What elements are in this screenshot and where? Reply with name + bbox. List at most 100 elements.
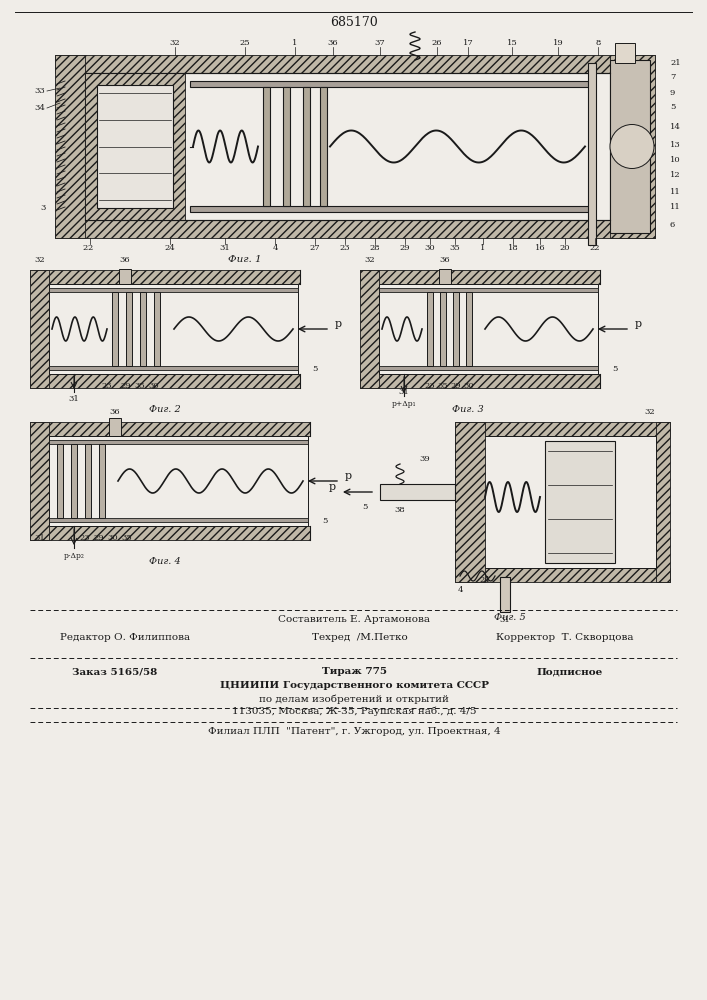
Bar [85,73,610,220]
Text: Фиг. 4: Фиг. 4 [149,558,181,566]
Text: 22: 22 [590,244,600,252]
Text: Составитель Е. Артамонова: Составитель Е. Артамонова [278,615,430,624]
Text: 14: 14 [670,123,681,131]
Text: 18: 18 [508,244,518,252]
Text: по делам изобретений и открытий: по делам изобретений и открытий [259,694,449,704]
Bar [427,292,433,366]
Bar [303,87,310,206]
Bar [360,374,600,388]
Text: 10: 10 [670,156,681,164]
Text: р: р [334,319,341,329]
Text: 33: 33 [35,87,45,95]
Text: 13: 13 [670,141,681,149]
Text: 35: 35 [450,244,460,252]
Text: 30: 30 [425,244,436,252]
Bar [119,269,131,284]
Text: 24: 24 [479,576,491,584]
Text: 5: 5 [322,517,327,525]
Text: 5: 5 [612,365,618,373]
Text: 35: 35 [134,382,146,390]
Bar [453,292,459,366]
Text: Корректор  Т. Скворцова: Корректор Т. Скворцова [496,634,633,643]
Text: 113035, Москва, Ж-35, Раушская наб., д. 4/5: 113035, Москва, Ж-35, Раушская наб., д. … [232,706,477,716]
Bar [455,422,485,582]
Text: 17: 17 [462,39,474,47]
Text: 36: 36 [119,256,130,264]
Bar [545,441,615,563]
Text: 19: 19 [553,39,563,47]
Bar [440,292,446,366]
Bar [610,60,650,233]
Text: 20: 20 [560,244,571,252]
Text: 3: 3 [40,204,46,212]
Text: Фиг. 3: Фиг. 3 [452,406,484,414]
Bar [154,292,160,366]
Bar [30,270,49,388]
Bar [55,55,655,73]
Bar [49,284,298,374]
Bar [263,87,270,206]
Bar [49,440,308,444]
Text: 32: 32 [35,256,45,264]
Text: 29: 29 [121,382,132,390]
Text: 31: 31 [69,395,79,403]
Circle shape [610,124,654,168]
Text: 31: 31 [399,388,409,396]
Text: 5: 5 [670,103,675,111]
Text: 34: 34 [35,104,45,112]
Text: 35: 35 [122,534,132,542]
Text: 26: 26 [432,39,443,47]
Text: 31: 31 [35,534,45,542]
Text: 21: 21 [670,59,681,67]
Text: 1: 1 [292,39,298,47]
Text: 16: 16 [534,244,545,252]
Text: Заказ 5165/58: Заказ 5165/58 [72,668,158,676]
Text: 30: 30 [148,382,159,390]
Text: 11: 11 [670,203,681,211]
Text: 4: 4 [272,244,278,252]
Bar [109,418,121,436]
Bar [49,518,308,522]
Bar [30,422,49,540]
Text: 29: 29 [94,534,105,542]
Bar [30,526,310,540]
Text: 36: 36 [440,256,450,264]
Text: 29: 29 [399,244,410,252]
Bar [49,288,298,292]
Bar [126,292,132,366]
Bar [500,577,510,612]
Text: 30: 30 [107,534,118,542]
Bar [615,43,635,63]
Text: 7: 7 [670,73,675,81]
Text: 12: 12 [670,171,681,179]
Bar [112,292,118,366]
Bar [379,284,598,374]
Bar [85,73,185,220]
Text: р: р [329,482,336,492]
Text: 36: 36 [110,408,120,416]
Text: 9: 9 [670,89,675,97]
Text: Подписное: Подписное [537,668,603,676]
Text: 32: 32 [170,39,180,47]
Bar [30,270,300,284]
Text: р: р [344,471,351,481]
Text: р: р [634,319,641,329]
Text: 5: 5 [312,365,317,373]
Bar [455,422,670,436]
Text: 6: 6 [670,221,675,229]
Bar [380,484,455,500]
Text: 685170: 685170 [330,15,378,28]
Text: 15: 15 [507,39,518,47]
Bar [30,422,310,436]
Text: 23: 23 [80,534,90,542]
Bar [588,63,596,245]
Text: 32: 32 [365,256,375,264]
Text: 23: 23 [425,382,436,390]
Text: р+Δр₁: р+Δр₁ [392,400,416,408]
Text: 35: 35 [438,382,448,390]
Text: 32: 32 [645,408,655,416]
Text: 31: 31 [220,244,230,252]
Text: 23: 23 [102,382,112,390]
Bar [190,206,590,212]
Text: Редактор О. Филиппова: Редактор О. Филиппова [60,634,190,643]
